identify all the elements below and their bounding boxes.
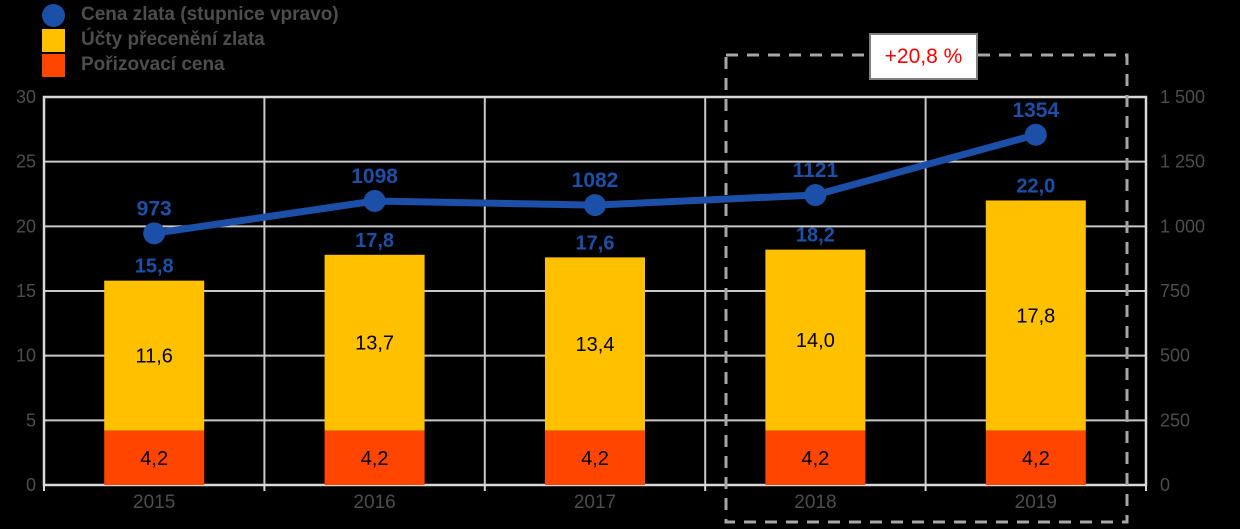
left-axis-tick-label: 15 (16, 281, 36, 301)
bar-value-label-yellow: 17,8 (1016, 306, 1055, 328)
right-axis-tick-label: 0 (1160, 475, 1170, 495)
line-data-point (1024, 123, 1047, 146)
right-axis-tick-label: 1 000 (1160, 216, 1205, 236)
growth-annotation-label: +20,8 % (884, 44, 963, 68)
line-value-label: 973 (137, 197, 172, 220)
bar-total-label: 17,6 (576, 232, 615, 254)
line-data-point (143, 222, 166, 245)
bar-segment-ucty-preceneni (765, 249, 866, 431)
left-axis-tick-label: 5 (26, 410, 36, 430)
right-axis-tick-label: 750 (1160, 281, 1190, 301)
legend-label: Účty přecenění zlata (81, 29, 265, 50)
right-axis-tick-label: 500 (1160, 346, 1190, 366)
bar-segment-porizovaci-cena (985, 430, 1086, 485)
legend-item-0: Cena zlata (stupnice vpravo) (42, 3, 339, 27)
legend-square-icon (42, 28, 65, 52)
bar-value-label-orange: 4,2 (801, 448, 829, 470)
x-axis-category-label: 2019 (1015, 492, 1057, 513)
right-axis-tick-label: 250 (1160, 410, 1190, 430)
line-value-label: 1121 (793, 159, 839, 182)
bar-segment-porizovaci-cena (545, 430, 645, 485)
line-value-label: 1098 (351, 165, 398, 188)
bar-segment-ucty-preceneni (545, 257, 645, 431)
right-axis-tick-label: 1 500 (1160, 87, 1205, 107)
line-value-label: 1082 (572, 169, 619, 192)
bar-segment-ucty-preceneni (985, 200, 1086, 431)
bar-segment-porizovaci-cena (104, 430, 205, 485)
chart-legend: Cena zlata (stupnice vpravo) Účty přeceně… (42, 3, 339, 77)
bar-value-label-yellow: 13,4 (576, 334, 615, 356)
legend-item-2: Pořizovací cena (42, 53, 339, 77)
bar-segment-ucty-preceneni (324, 254, 425, 431)
bar-segment-porizovaci-cena (765, 430, 866, 485)
right-axis-tick-label: 1 250 (1160, 152, 1205, 172)
legend-label: Cena zlata (stupnice vpravo) (81, 4, 339, 25)
legend-label: Pořizovací cena (81, 54, 225, 75)
bar-total-label: 15,8 (135, 256, 174, 278)
bar-value-label-orange: 4,2 (1022, 448, 1050, 470)
bar-segment-ucty-preceneni (104, 280, 205, 431)
legend-circle-icon (42, 3, 65, 27)
left-axis-tick-label: 20 (16, 216, 36, 236)
bar-value-label-yellow: 13,7 (355, 333, 394, 355)
x-axis-category-label: 2015 (133, 492, 175, 513)
x-axis-category-label: 2018 (794, 492, 836, 513)
x-axis-category-label: 2017 (574, 492, 616, 513)
bar-segment-porizovaci-cena (324, 430, 425, 485)
left-axis-tick-label: 0 (26, 475, 36, 495)
bar-total-label: 22,0 (1016, 175, 1055, 197)
left-axis-tick-label: 25 (16, 152, 36, 172)
growth-annotation-box: +20,8 % (869, 33, 978, 80)
line-data-point (584, 194, 606, 217)
bar-value-label-yellow: 11,6 (135, 346, 172, 368)
x-axis-category-label: 2016 (353, 492, 395, 513)
bar-value-label-yellow: 14,0 (796, 330, 835, 352)
bar-value-label-orange: 4,2 (361, 448, 389, 470)
left-axis-tick-label: 10 (16, 346, 36, 366)
bar-value-label-orange: 4,2 (581, 448, 609, 470)
left-axis-tick-label: 30 (16, 87, 36, 107)
legend-item-1: Účty přecenění zlata (42, 28, 339, 52)
bar-total-label: 17,8 (355, 230, 394, 252)
line-data-point (804, 184, 827, 207)
legend-square-icon (42, 53, 65, 77)
bar-total-label: 18,2 (796, 225, 835, 247)
line-data-point (363, 189, 386, 212)
line-value-label: 1354 (1012, 99, 1059, 122)
bar-value-label-orange: 4,2 (140, 448, 168, 470)
